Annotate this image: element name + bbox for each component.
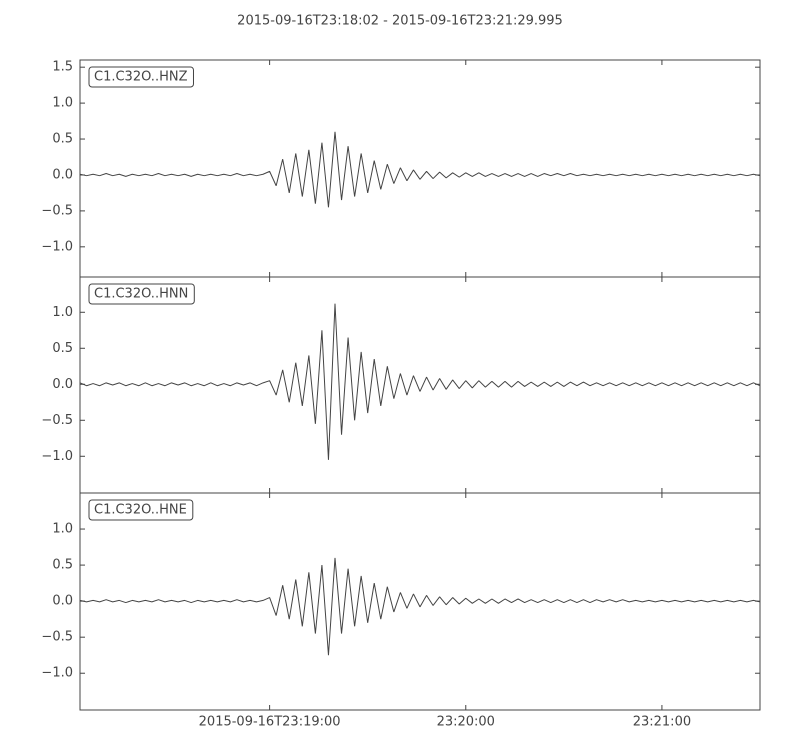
waveform [79,131,761,208]
y-tick-label: 0.5 [52,558,73,573]
trace-label-box [88,66,194,88]
y-tick-label: −0.5 [41,413,73,428]
y-tick-label: 1.0 [52,96,73,111]
y-tick-label: 1.5 [52,60,73,75]
panel-frame [79,59,761,278]
trace-label: C1.C32O..HNN [94,287,188,302]
x-tick-label: 23:20:00 [437,715,495,730]
y-tick-label: −0.5 [41,203,73,218]
x-tick-label: 23:21:00 [633,715,691,730]
y-tick-label: −1.0 [41,449,73,464]
y-tick-label: 0.0 [52,377,73,392]
y-tick-label: 0.5 [52,341,73,356]
y-tick-label: −0.5 [41,630,73,645]
y-tick-label: 1.0 [52,522,73,537]
y-tick-label: 0.0 [52,594,73,609]
y-tick-label: 0.0 [52,167,73,182]
trace-label-box [88,499,194,521]
x-tick-label: 2015-09-16T23:19:00 [199,715,341,730]
trace-label: C1.C32O..HNZ [94,70,188,85]
y-tick-label: 0.5 [52,132,73,147]
trace-label-box [88,283,195,305]
y-tick-label: 1.0 [52,305,73,320]
y-tick-label: −1.0 [41,666,73,681]
waveform [79,557,761,656]
y-tick-label: −1.0 [41,239,73,254]
chart-title: 2015-09-16T23:18:02 - 2015-09-16T23:21:2… [237,14,563,29]
trace-label: C1.C32O..HNE [94,503,187,518]
waveform [79,303,761,460]
